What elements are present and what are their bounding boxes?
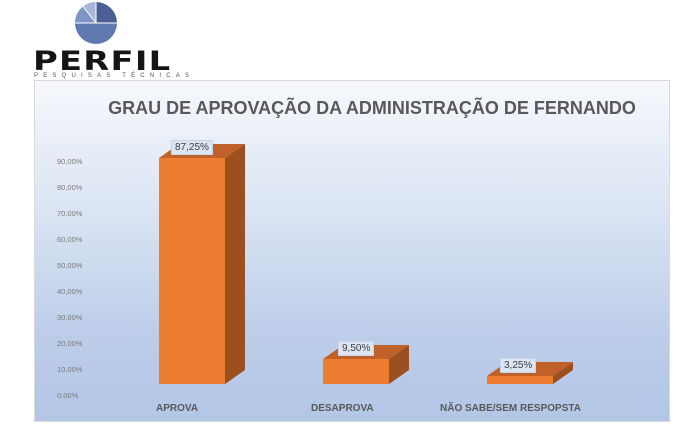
data-label-nao-sabe: 3,25% <box>500 358 537 373</box>
y-tick: 20,00% <box>57 339 83 348</box>
bar-aprova <box>159 144 245 384</box>
perfil-logo <box>30 0 170 82</box>
y-tick: 10,00% <box>57 365 83 374</box>
pie-logo-icon <box>75 1 117 44</box>
bars <box>159 144 573 384</box>
chart-title: GRAU DE APROVAÇÃO DA ADMINISTRAÇÃO DE FE… <box>108 98 636 118</box>
category-label-desaprova: DESAPROVA <box>311 403 374 414</box>
y-tick: 90,00% <box>57 157 83 166</box>
chart-area: GRAU DE APROVAÇÃO DA ADMINISTRAÇÃO DE FE… <box>34 80 670 422</box>
y-tick: 30,00% <box>57 313 83 322</box>
category-label-nao-sabe: NÃO SABE/SEM RESPOPSTA <box>440 403 581 414</box>
data-label-aprova: 87,25% <box>171 140 213 155</box>
y-tick: 50,00% <box>57 261 83 270</box>
logo-wordmark: PERFIL <box>33 46 172 77</box>
y-tick: 80,00% <box>57 183 83 192</box>
y-tick: 0,00% <box>57 391 79 400</box>
logo-tagline: PESQUISAS TÉCNICAS <box>34 73 195 79</box>
y-tick: 40,00% <box>57 287 83 296</box>
y-tick: 60,00% <box>57 235 83 244</box>
y-tick: 70,00% <box>57 209 83 218</box>
data-label-desaprova: 9,50% <box>338 341 375 356</box>
category-label-aprova: APROVA <box>156 403 199 414</box>
